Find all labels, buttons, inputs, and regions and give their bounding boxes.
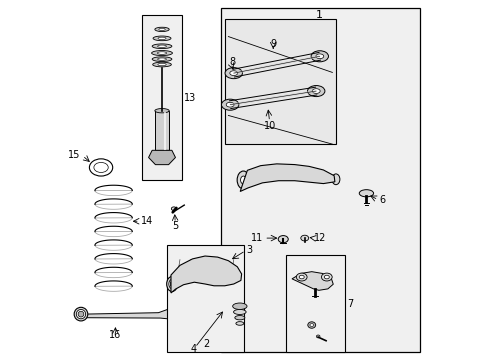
Ellipse shape (152, 44, 171, 49)
Ellipse shape (310, 51, 328, 62)
Bar (142, 15, 182, 180)
Ellipse shape (299, 275, 304, 279)
Ellipse shape (235, 321, 244, 325)
Ellipse shape (159, 28, 165, 31)
Text: 16: 16 (109, 330, 122, 340)
Text: 5: 5 (172, 221, 178, 231)
Text: 7: 7 (346, 299, 352, 309)
Ellipse shape (157, 58, 166, 60)
Ellipse shape (151, 50, 172, 55)
Ellipse shape (78, 311, 83, 317)
Text: 2: 2 (203, 339, 209, 349)
Ellipse shape (153, 36, 171, 41)
Ellipse shape (171, 207, 176, 211)
Ellipse shape (312, 89, 320, 94)
Text: 12: 12 (314, 233, 326, 243)
Text: 4: 4 (190, 344, 197, 354)
Ellipse shape (296, 273, 306, 281)
Ellipse shape (224, 68, 242, 78)
Text: 15: 15 (68, 150, 81, 160)
Text: 10: 10 (263, 121, 275, 131)
Ellipse shape (74, 307, 88, 321)
Bar (155, 111, 169, 150)
Ellipse shape (278, 235, 287, 243)
Polygon shape (240, 164, 334, 192)
Ellipse shape (170, 281, 174, 287)
Ellipse shape (221, 99, 238, 110)
Text: 3: 3 (246, 245, 252, 255)
Polygon shape (83, 309, 171, 319)
Ellipse shape (229, 71, 237, 76)
Polygon shape (291, 272, 333, 290)
Ellipse shape (321, 273, 331, 281)
Ellipse shape (240, 176, 246, 184)
Ellipse shape (226, 102, 234, 107)
Ellipse shape (315, 54, 323, 59)
Bar (224, 19, 335, 144)
Ellipse shape (152, 57, 171, 62)
Text: 13: 13 (183, 93, 195, 103)
Text: 1: 1 (316, 10, 323, 20)
Ellipse shape (307, 86, 324, 96)
Text: 11: 11 (251, 233, 263, 243)
Ellipse shape (168, 279, 175, 289)
Ellipse shape (155, 109, 169, 113)
Polygon shape (148, 150, 175, 165)
Bar (167, 244, 244, 352)
Ellipse shape (331, 174, 339, 185)
Ellipse shape (359, 190, 373, 197)
Polygon shape (171, 256, 241, 293)
Ellipse shape (233, 310, 245, 315)
Ellipse shape (234, 316, 244, 320)
Ellipse shape (309, 324, 313, 327)
Ellipse shape (316, 335, 319, 338)
Ellipse shape (307, 322, 315, 328)
Text: 9: 9 (269, 39, 276, 49)
Text: 6: 6 (378, 195, 385, 205)
Ellipse shape (324, 275, 328, 279)
Ellipse shape (157, 45, 166, 48)
Ellipse shape (76, 310, 85, 319)
Ellipse shape (300, 235, 308, 241)
Ellipse shape (232, 303, 246, 310)
Text: 14: 14 (140, 216, 152, 226)
Ellipse shape (157, 52, 166, 54)
Ellipse shape (155, 27, 169, 32)
Ellipse shape (152, 62, 171, 67)
Ellipse shape (237, 171, 249, 189)
Bar (285, 255, 344, 352)
Ellipse shape (158, 37, 166, 40)
Ellipse shape (158, 63, 166, 66)
Bar (221, 8, 419, 352)
Text: 8: 8 (229, 57, 235, 67)
Ellipse shape (166, 276, 177, 292)
